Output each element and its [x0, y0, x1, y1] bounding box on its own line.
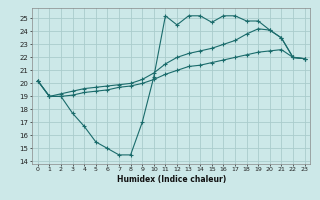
X-axis label: Humidex (Indice chaleur): Humidex (Indice chaleur)	[116, 175, 226, 184]
